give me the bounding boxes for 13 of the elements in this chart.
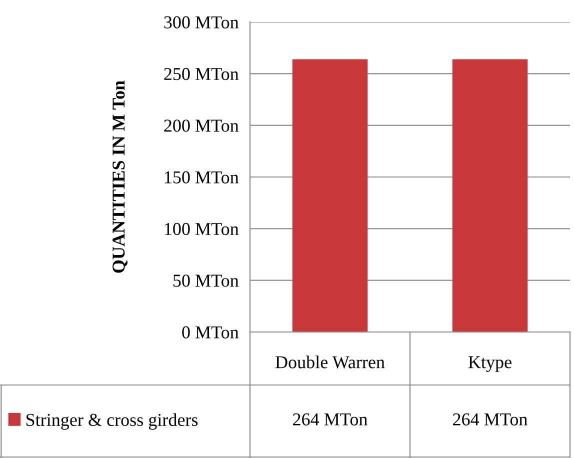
x-tick-label: Ktype (468, 356, 512, 372)
legend-label: Stringer & cross girders (26, 413, 198, 430)
y-tick-label: 150 MTon (165, 171, 239, 184)
y-axis-title: QUANTITIES IN M Ton (112, 80, 128, 273)
y-tick-label: 0 MTon (182, 326, 239, 338)
y-tick-label: 300 MTon (164, 16, 239, 28)
y-tick-label: 200 MTon (164, 120, 239, 132)
data-label: 264 MTon (453, 413, 528, 426)
x-tick-label: Double Warren (276, 356, 385, 368)
y-tick-label: 250 MTon (164, 68, 239, 80)
y-tick-label: 100 MTon (165, 222, 239, 236)
data-label: 264 MTon (293, 413, 368, 426)
y-tick-label: 50 MTon (173, 274, 239, 287)
